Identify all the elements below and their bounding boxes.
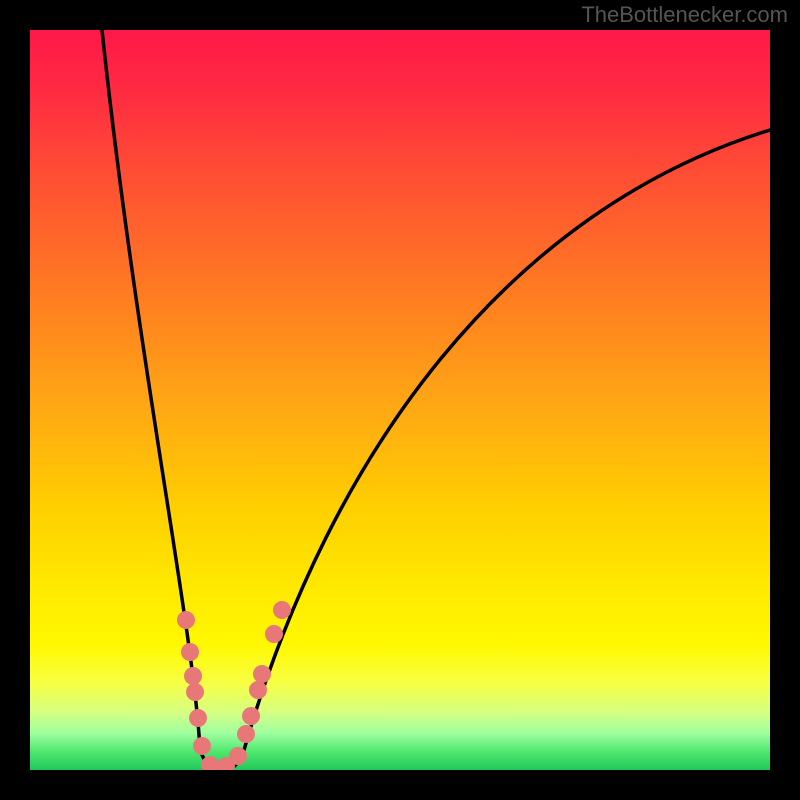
data-marker <box>249 681 267 699</box>
data-marker <box>253 665 271 683</box>
data-marker <box>193 737 211 755</box>
watermark-text: TheBottlenecker.com <box>581 2 788 27</box>
data-marker <box>229 747 247 765</box>
data-marker <box>181 643 199 661</box>
data-marker <box>186 683 204 701</box>
data-marker <box>184 667 202 685</box>
data-marker <box>273 601 291 619</box>
data-marker <box>265 625 283 643</box>
gradient-background <box>30 30 770 770</box>
chart-container: TheBottlenecker.com <box>0 0 800 800</box>
data-marker <box>177 611 195 629</box>
data-marker <box>189 709 207 727</box>
bottleneck-chart: TheBottlenecker.com <box>0 0 800 800</box>
data-marker <box>242 707 260 725</box>
data-marker <box>237 725 255 743</box>
